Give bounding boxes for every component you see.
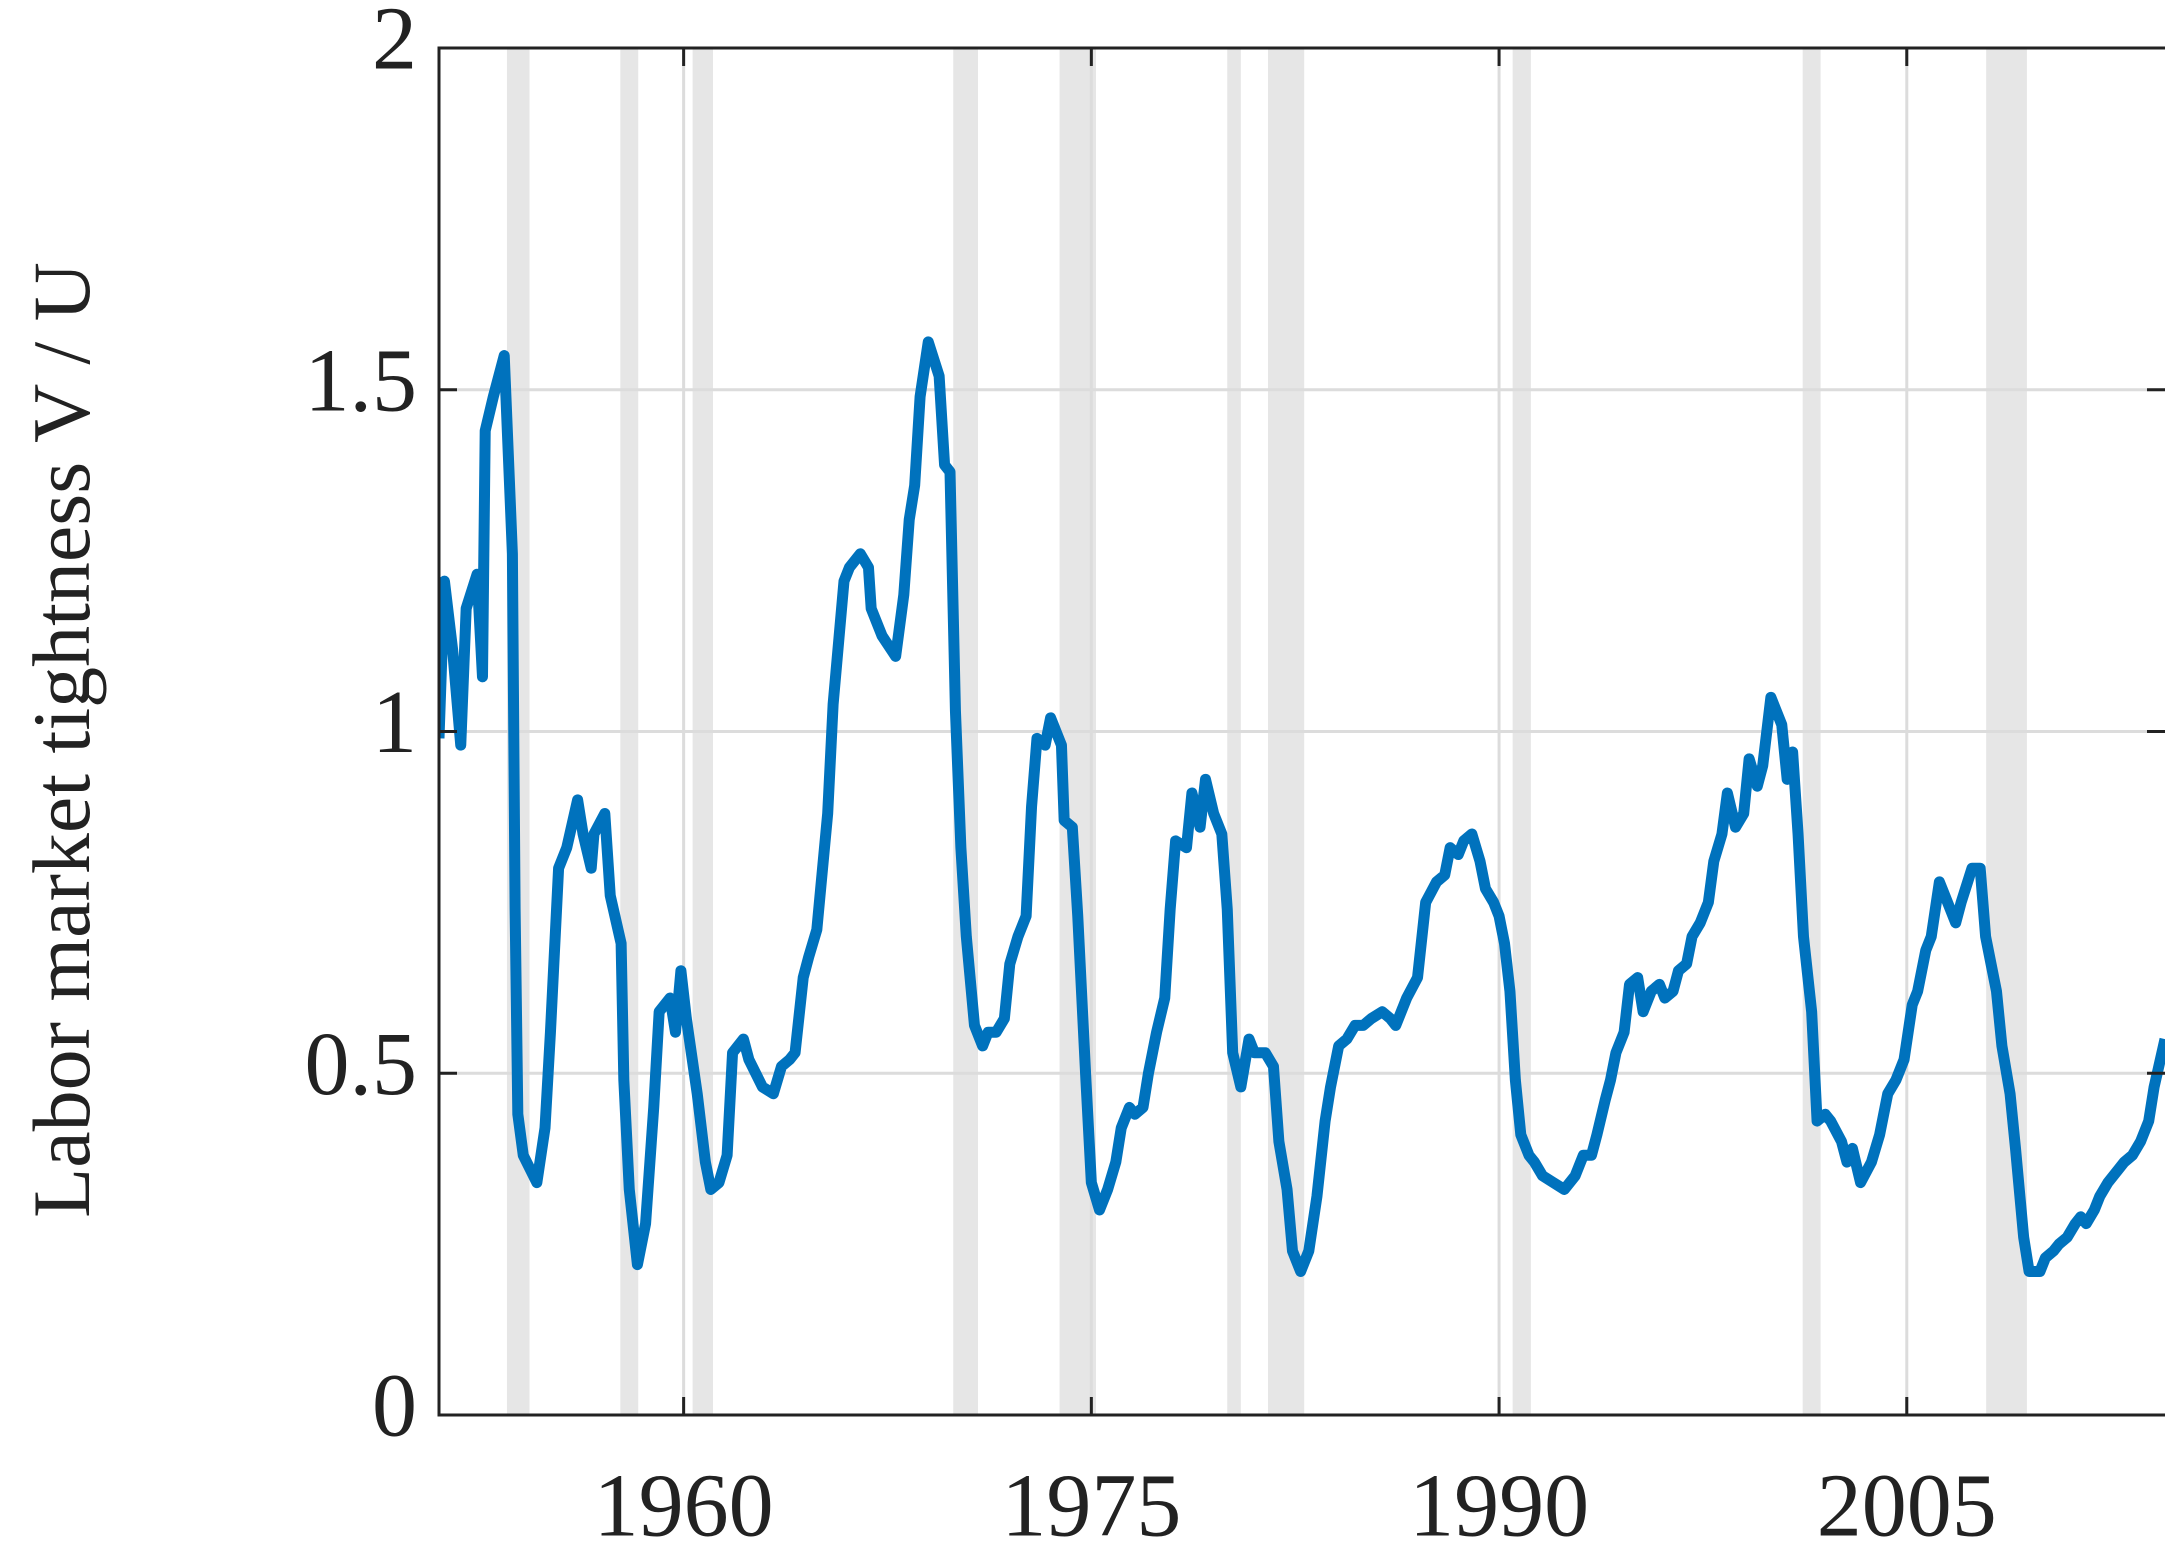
axes-frame — [437, 46, 2165, 1417]
y-tick-label: 1 — [372, 673, 417, 772]
x-tick-label: 1975 — [1001, 1457, 1181, 1556]
y-tick-label: 0.5 — [305, 1015, 418, 1114]
y-tick-label: 0 — [372, 1357, 417, 1456]
x-tick-label: 1960 — [594, 1457, 774, 1556]
data-line — [439, 336, 2165, 1277]
y-axis-label: Labor market tightness V / U — [16, 262, 107, 1218]
y-tick-label: 2 — [372, 0, 417, 89]
x-tick-label: 1990 — [1409, 1457, 1589, 1556]
plot-area — [439, 48, 2165, 1415]
x-tick-label: 2005 — [1817, 1457, 1997, 1556]
y-tick-label: 1.5 — [305, 331, 418, 430]
